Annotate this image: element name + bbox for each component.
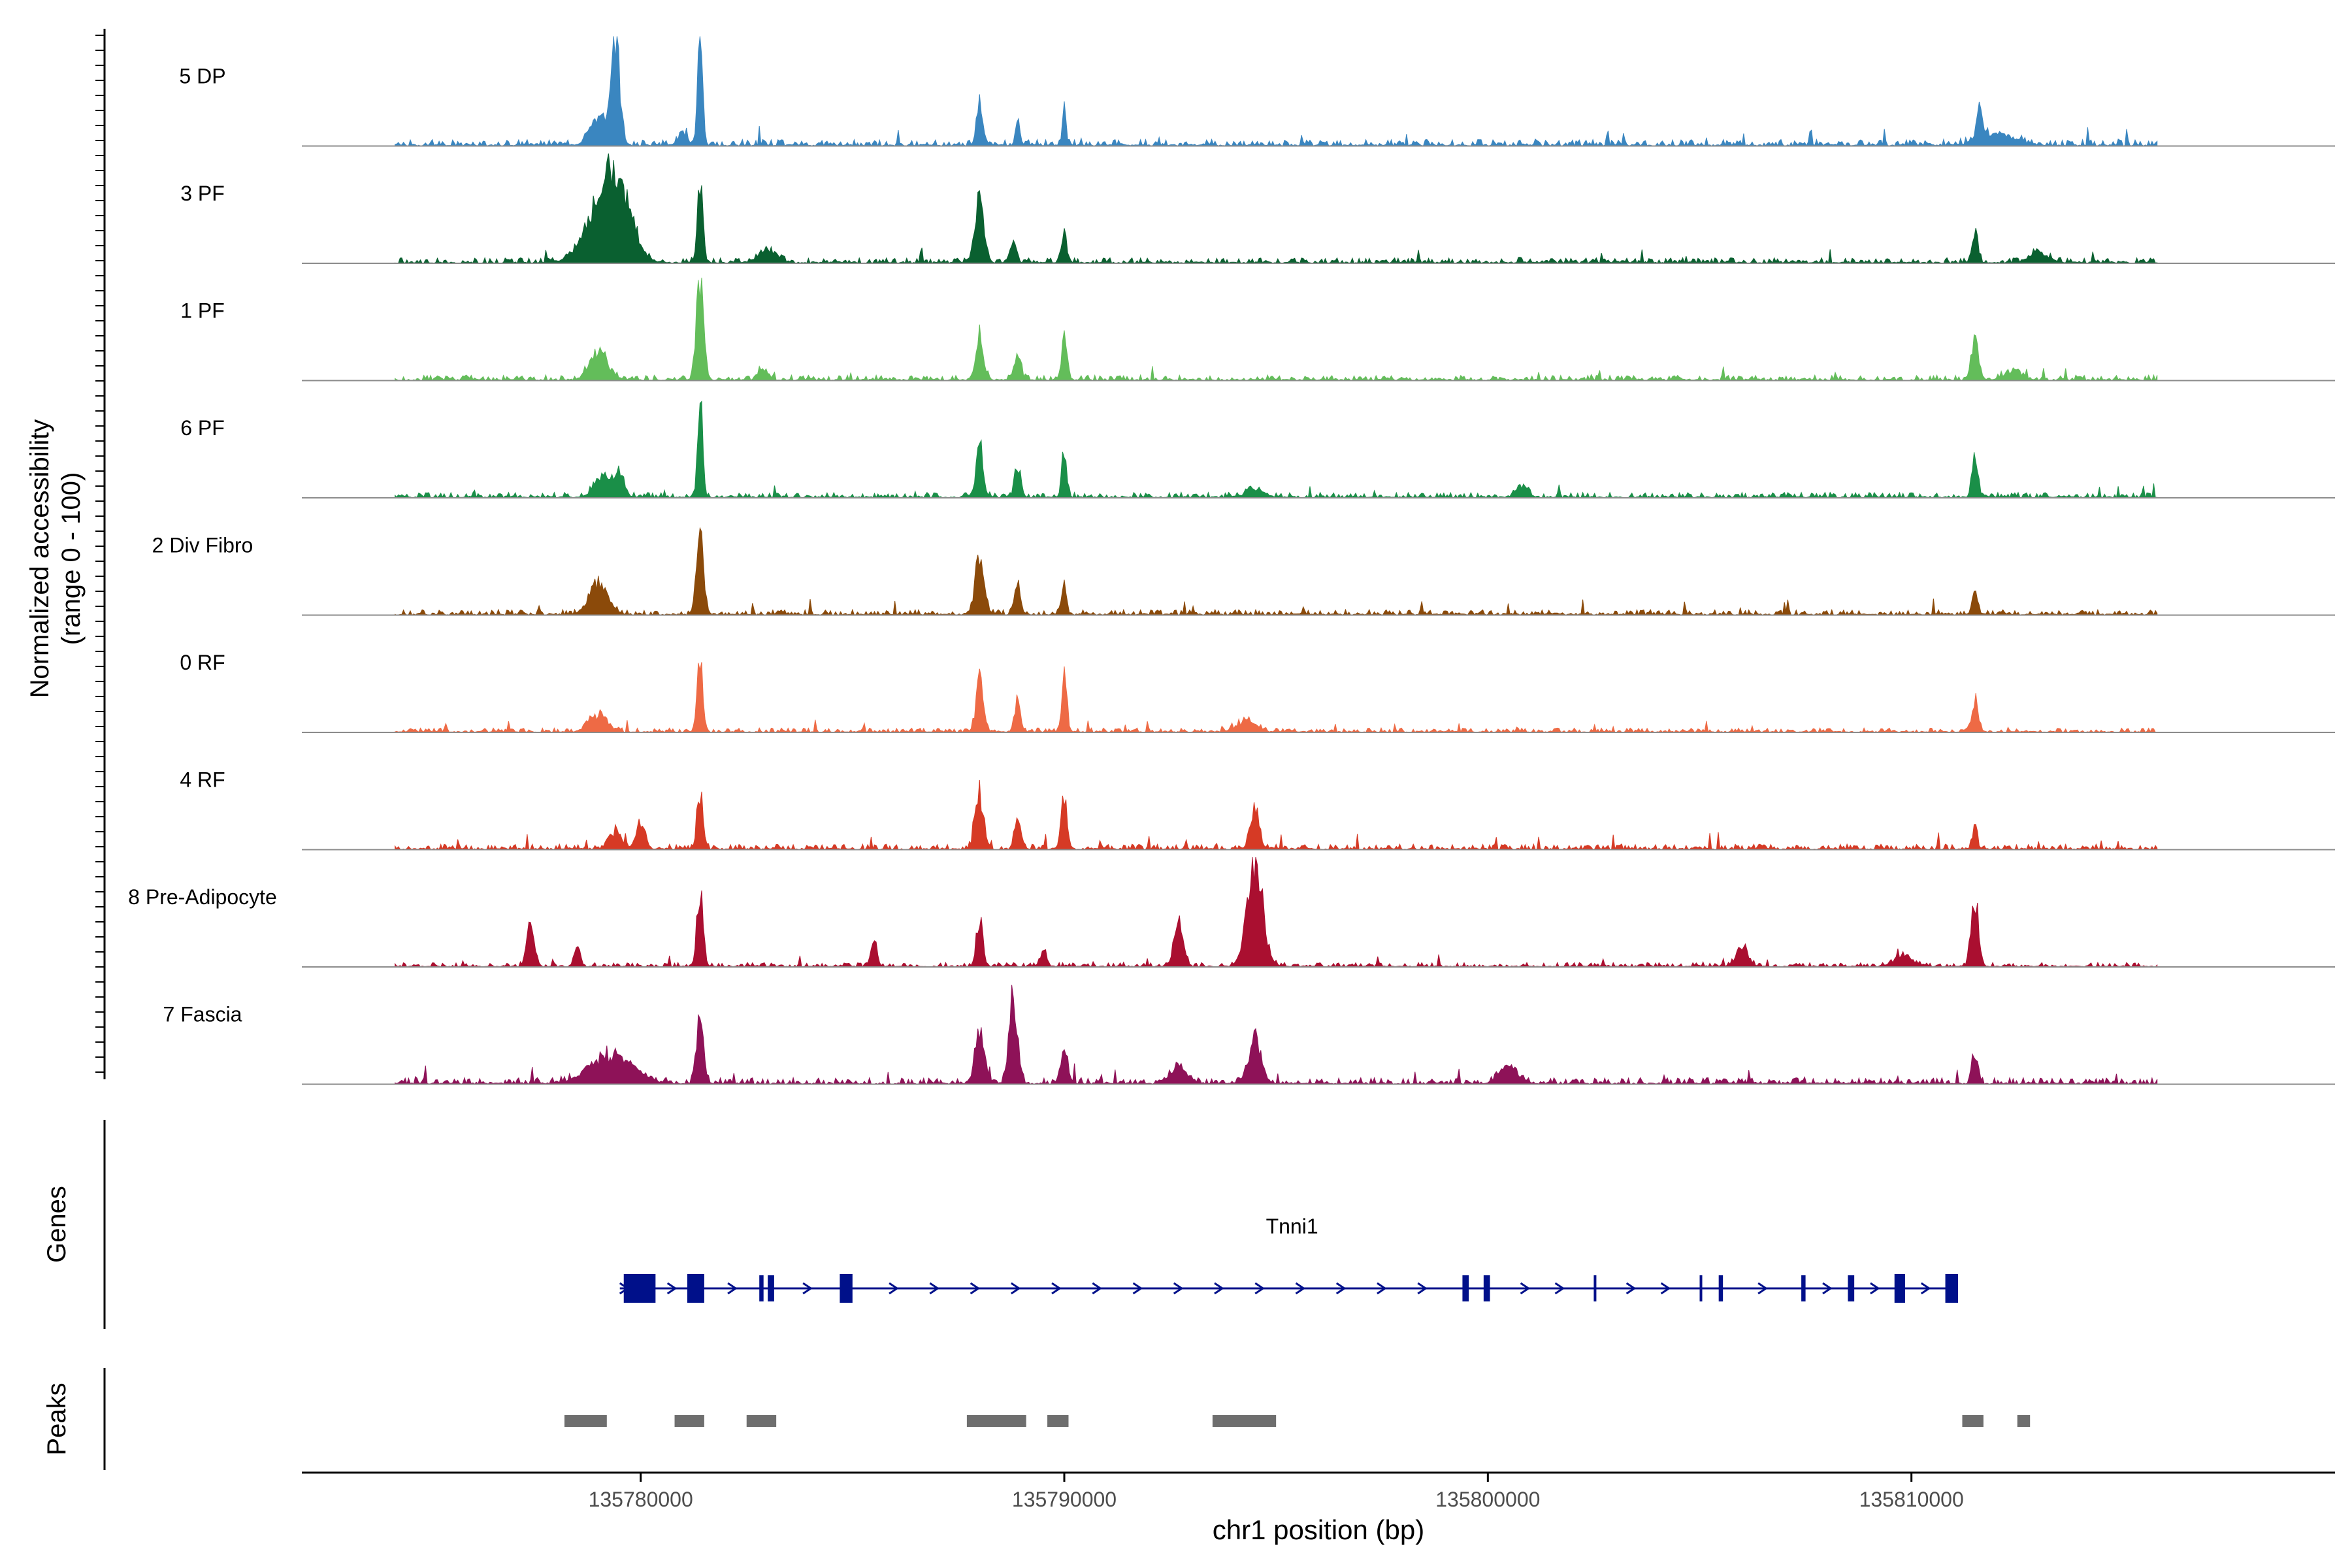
- track: 0 RF: [180, 651, 2335, 734]
- track: 4 RF: [180, 768, 2335, 851]
- peak-region: [1962, 1415, 1984, 1427]
- strand-arrow: [1554, 1282, 1565, 1295]
- peak-region: [564, 1415, 607, 1427]
- genes-label: Genes: [42, 1186, 71, 1263]
- x-tick-label: 135790000: [1012, 1488, 1117, 1511]
- strand-arrow: [1920, 1282, 1931, 1295]
- strand-arrow: [727, 1282, 738, 1295]
- strand-arrow: [1520, 1282, 1531, 1295]
- coverage-area: [395, 857, 2158, 968]
- coverage-area: [395, 985, 2158, 1085]
- coverage-area: [395, 779, 2158, 851]
- strand-arrow: [1822, 1282, 1833, 1295]
- gene-exon: [1483, 1275, 1490, 1301]
- coverage-tracks: 5 DP 3 PF 1 PF 6 PF 2 Div Fibro 0 RF 4 RF 8 Pre…: [128, 36, 2335, 1085]
- strand-arrow: [1295, 1282, 1306, 1295]
- x-tick-label: 135800000: [1435, 1488, 1540, 1511]
- track-label: 5 DP: [179, 65, 225, 88]
- peak-region: [966, 1415, 1026, 1427]
- strand-arrow: [1757, 1282, 1768, 1295]
- gene-exon: [1801, 1275, 1806, 1301]
- coverage-area: [395, 153, 2158, 265]
- peak-regions: [564, 1415, 2031, 1427]
- track: 3 PF: [180, 153, 2335, 265]
- strand-arrow: [1173, 1282, 1184, 1295]
- gene-exon: [1593, 1275, 1597, 1301]
- x-tick-label: 135780000: [589, 1488, 693, 1511]
- strand-arrow: [1254, 1282, 1265, 1295]
- track: 1 PF: [180, 278, 2335, 382]
- gene-exon: [623, 1274, 656, 1303]
- track-label: 0 RF: [180, 651, 225, 674]
- track-label: 8 Pre-Adipocyte: [128, 885, 277, 909]
- coverage-area: [395, 36, 2158, 148]
- x-axis-ticks: 135780000 135790000 135800000 135810000: [589, 1473, 1964, 1511]
- strand-arrow: [1214, 1282, 1224, 1295]
- track: 8 Pre-Adipocyte: [128, 857, 2335, 968]
- strand-arrow: [666, 1282, 678, 1295]
- coverage-y-axis-label-line2: (range 0 - 100): [57, 472, 86, 645]
- track-label: 4 RF: [180, 768, 225, 792]
- track: 6 PF: [180, 400, 2335, 499]
- gene-exon: [1945, 1274, 1958, 1303]
- track: 7 Fascia: [163, 985, 2335, 1085]
- strand-arrow: [1051, 1282, 1062, 1295]
- gene-exon: [1718, 1275, 1723, 1301]
- coverage-area: [395, 662, 2158, 734]
- gene-exon: [687, 1274, 704, 1303]
- peak-region: [1212, 1415, 1277, 1427]
- peak-region: [746, 1415, 777, 1427]
- strand-arrow: [802, 1282, 813, 1295]
- strand-arrow: [929, 1282, 940, 1295]
- strand-arrow: [889, 1282, 899, 1295]
- gene-track: Tnni1: [619, 1215, 1958, 1303]
- gene-exon: [840, 1274, 853, 1303]
- x-tick-label: 135810000: [1859, 1488, 1964, 1511]
- track-label: 1 PF: [180, 299, 225, 323]
- coverage-y-axis-label-line1: Normalized accessibility: [25, 419, 54, 698]
- strand-arrow: [1335, 1282, 1347, 1295]
- strand-arrow: [1660, 1282, 1671, 1295]
- track-label: 2 Div Fibro: [152, 534, 253, 557]
- strand-arrow: [970, 1282, 981, 1295]
- coverage-area: [395, 400, 2158, 499]
- strand-arrow: [1625, 1282, 1637, 1295]
- x-axis-label: chr1 position (bp): [1213, 1514, 1425, 1545]
- strand-arrow: [1417, 1282, 1428, 1295]
- strand-arrow: [1092, 1282, 1102, 1295]
- coverage-y-axis-ticks: [95, 35, 105, 1073]
- gene-exon: [1699, 1275, 1703, 1301]
- track-label: 7 Fascia: [163, 1003, 242, 1026]
- track-label: 3 PF: [180, 182, 225, 205]
- gene-name-label: Tnni1: [1266, 1215, 1318, 1238]
- strand-arrow: [1132, 1282, 1143, 1295]
- gene-exon: [759, 1275, 764, 1301]
- peak-region: [2017, 1415, 2031, 1427]
- strand-arrow: [1010, 1282, 1021, 1295]
- peak-region: [1047, 1415, 1069, 1427]
- coverage-area: [395, 527, 2158, 616]
- gene-exon: [1462, 1275, 1469, 1301]
- track: 5 DP: [179, 36, 2335, 148]
- strand-arrow: [1377, 1282, 1387, 1295]
- track: 2 Div Fibro: [152, 527, 2335, 616]
- gene-exon: [1848, 1275, 1855, 1301]
- coverage-area: [395, 278, 2158, 382]
- track-label: 6 PF: [180, 416, 225, 440]
- peaks-label: Peaks: [42, 1382, 71, 1455]
- gene-exon: [1894, 1274, 1905, 1303]
- strand-arrow: [1870, 1282, 1880, 1295]
- gene-exon: [768, 1275, 774, 1301]
- peak-region: [674, 1415, 704, 1427]
